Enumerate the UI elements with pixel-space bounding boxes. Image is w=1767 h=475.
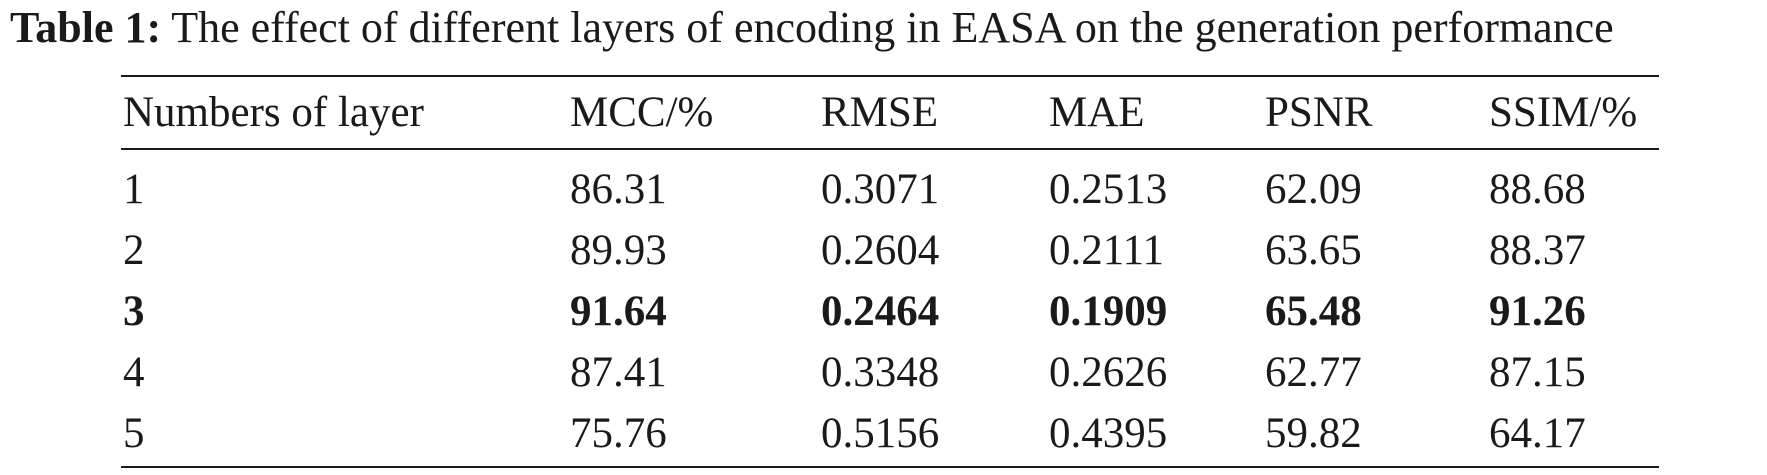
top-rule — [121, 75, 1659, 77]
header-rmse: RMSE — [821, 89, 939, 136]
cell-mae: 0.4395 — [1049, 410, 1168, 457]
table-row: 1 86.31 0.3071 0.2513 62.09 88.68 — [121, 160, 1659, 220]
cell-mcc: 86.31 — [570, 166, 667, 213]
cell-layer: 5 — [123, 410, 145, 457]
cell-mcc: 75.76 — [570, 410, 667, 457]
header-psnr: PSNR — [1265, 89, 1373, 136]
cell-mae: 0.2513 — [1049, 166, 1168, 213]
table-row: 2 89.93 0.2604 0.2111 63.65 88.37 — [121, 221, 1659, 281]
cell-rmse: 0.5156 — [821, 410, 940, 457]
cell-rmse: 0.2464 — [821, 288, 940, 335]
header-rule — [121, 148, 1659, 150]
table-header-row: Numbers of layer MCC/% RMSE MAE PSNR SSI… — [121, 83, 1659, 143]
table-row: 5 75.76 0.5156 0.4395 59.82 64.17 — [121, 404, 1659, 464]
cell-mcc: 91.64 — [570, 288, 667, 335]
cell-ssim: 88.37 — [1489, 227, 1586, 274]
cell-mae: 0.2111 — [1049, 227, 1165, 274]
header-mcc: MCC/% — [570, 89, 714, 136]
cell-ssim: 64.17 — [1489, 410, 1586, 457]
cell-layer: 4 — [123, 349, 145, 396]
bottom-rule — [121, 466, 1659, 468]
header-numbers-of-layer: Numbers of layer — [123, 89, 424, 136]
header-mae: MAE — [1049, 89, 1145, 136]
cell-layer: 2 — [123, 227, 145, 274]
cell-rmse: 0.3071 — [821, 166, 940, 213]
cell-psnr: 63.65 — [1265, 227, 1362, 274]
cell-rmse: 0.2604 — [821, 227, 940, 274]
cell-ssim: 87.15 — [1489, 349, 1586, 396]
caption-text: The effect of different layers of encodi… — [171, 3, 1614, 52]
cell-layer: 1 — [123, 166, 145, 213]
table-row: 3 91.64 0.2464 0.1909 65.48 91.26 — [121, 282, 1659, 342]
cell-mcc: 89.93 — [570, 227, 667, 274]
cell-mae: 0.2626 — [1049, 349, 1168, 396]
table-caption: Table 1: The effect of different layers o… — [10, 2, 1767, 54]
cell-mae: 0.1909 — [1049, 288, 1168, 335]
cell-layer: 3 — [123, 288, 145, 335]
cell-psnr: 62.77 — [1265, 349, 1362, 396]
caption-label: Table 1: — [10, 3, 162, 52]
cell-psnr: 59.82 — [1265, 410, 1362, 457]
cell-rmse: 0.3348 — [821, 349, 940, 396]
cell-psnr: 65.48 — [1265, 288, 1362, 335]
cell-psnr: 62.09 — [1265, 166, 1362, 213]
cell-mcc: 87.41 — [570, 349, 667, 396]
header-ssim: SSIM/% — [1489, 89, 1638, 136]
cell-ssim: 91.26 — [1489, 288, 1586, 335]
table-row: 4 87.41 0.3348 0.2626 62.77 87.15 — [121, 343, 1659, 403]
cell-ssim: 88.68 — [1489, 166, 1586, 213]
